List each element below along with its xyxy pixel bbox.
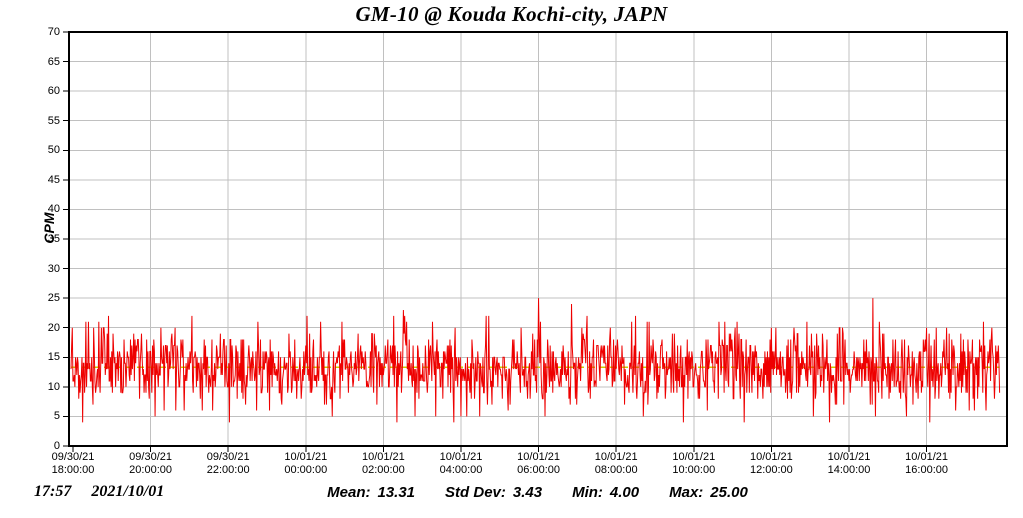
y-tick-label: 5 [53,410,60,423]
stat-stddev: Std Dev: 3.43 [445,484,542,501]
y-tick-label: 45 [47,173,60,186]
stat-label: Mean: [327,484,371,501]
status-timestamp: 17:57 2021/10/01 [34,483,164,501]
x-tick-label: 10/01/21 04:00:00 [421,451,501,477]
y-tick-label: 55 [47,114,60,127]
y-tick-label: 20 [47,321,60,334]
x-tick-label: 10/01/21 10:00:00 [654,451,734,477]
x-tick-date: 10/01/21 [439,451,483,463]
x-tick-date: 10/01/21 [749,451,793,463]
x-tick-date: 10/01/21 [284,451,328,463]
x-tick-date: 10/01/21 [517,451,560,463]
stat-value: 4.00 [609,484,640,501]
x-tick-time: 12:00:00 [749,464,793,476]
chart-title: GM-10 @ Kouda Kochi-city, JAPN [355,2,668,26]
x-tick-time: 08:00:00 [594,464,638,476]
x-tick-time: 06:00:00 [517,464,560,476]
stat-mean: Mean: 13.31 [327,484,415,501]
y-tick-label: 25 [47,292,60,305]
status-date: 2021/10/01 [91,483,165,500]
x-tick-time: 00:00:00 [284,464,328,476]
y-tick-label: 65 [47,55,60,68]
y-tick-label: 0 [53,440,60,452]
axis-ticks [63,31,928,452]
stat-label: Max: [669,484,704,501]
y-tick-label: 70 [47,26,60,38]
x-tick-label: 09/30/21 20:00:00 [111,451,191,477]
stat-min: Min: 4.00 [572,484,639,501]
x-tick-time: 10:00:00 [672,464,716,476]
y-tick-label: 35 [47,233,60,245]
x-tick-time: 20:00:00 [129,464,172,476]
y-tick-label: 10 [47,380,60,393]
y-tick-label: 60 [47,85,60,98]
x-tick-date: 10/01/21 [827,451,871,463]
y-tick-label: 30 [47,262,60,275]
status-time: 17:57 [34,483,72,500]
x-tick-date: 10/01/21 [361,451,405,463]
x-tick-label: 10/01/21 14:00:00 [809,451,889,477]
x-tick-time: 16:00:00 [905,464,948,476]
x-tick-date: 09/30/21 [51,451,95,463]
x-tick-date: 09/30/21 [206,451,250,463]
x-tick-label: 10/01/21 12:00:00 [731,451,811,477]
x-tick-time: 18:00:00 [51,464,95,476]
x-tick-label: 10/01/21 00:00:00 [266,451,346,477]
x-tick-label: 10/01/21 06:00:00 [499,451,579,477]
y-tick-label: 15 [47,351,60,364]
plot-area [63,31,1008,452]
x-tick-date: 10/01/21 [672,451,716,463]
x-tick-label: 10/01/21 16:00:00 [887,451,967,477]
stat-value: 3.43 [512,484,543,501]
x-tick-label: 10/01/21 02:00:00 [343,451,423,477]
x-tick-label: 09/30/21 22:00:00 [188,451,268,477]
stat-value: 13.31 [377,484,416,501]
stat-label: Std Dev: [445,484,506,501]
x-tick-time: 14:00:00 [827,464,871,476]
data-series-line [70,298,1001,423]
x-tick-label: 10/01/21 08:00:00 [576,451,656,477]
y-tick-label: 40 [47,203,60,216]
stat-max: Max: 25.00 [669,484,748,501]
stat-value: 25.00 [710,484,748,501]
x-tick-date: 09/30/21 [129,451,172,463]
x-tick-date: 10/01/21 [594,451,638,463]
x-tick-time: 04:00:00 [439,464,483,476]
stat-label: Min: [572,484,603,501]
x-tick-date: 10/01/21 [905,451,948,463]
x-tick-time: 02:00:00 [361,464,405,476]
x-tick-time: 22:00:00 [206,464,250,476]
x-tick-label: 09/30/21 18:00:00 [33,451,113,477]
stats-bar: Mean: 13.31 Std Dev: 3.43 Min: 4.00 Max: 25.… [68,484,1007,501]
y-tick-label: 50 [47,144,60,157]
